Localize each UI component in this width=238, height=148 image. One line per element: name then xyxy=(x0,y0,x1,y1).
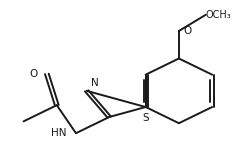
Text: OCH₃: OCH₃ xyxy=(206,10,232,20)
Text: O: O xyxy=(183,26,192,36)
Text: S: S xyxy=(142,113,149,123)
Text: HN: HN xyxy=(51,128,67,138)
Text: N: N xyxy=(91,78,99,88)
Text: O: O xyxy=(29,69,37,79)
